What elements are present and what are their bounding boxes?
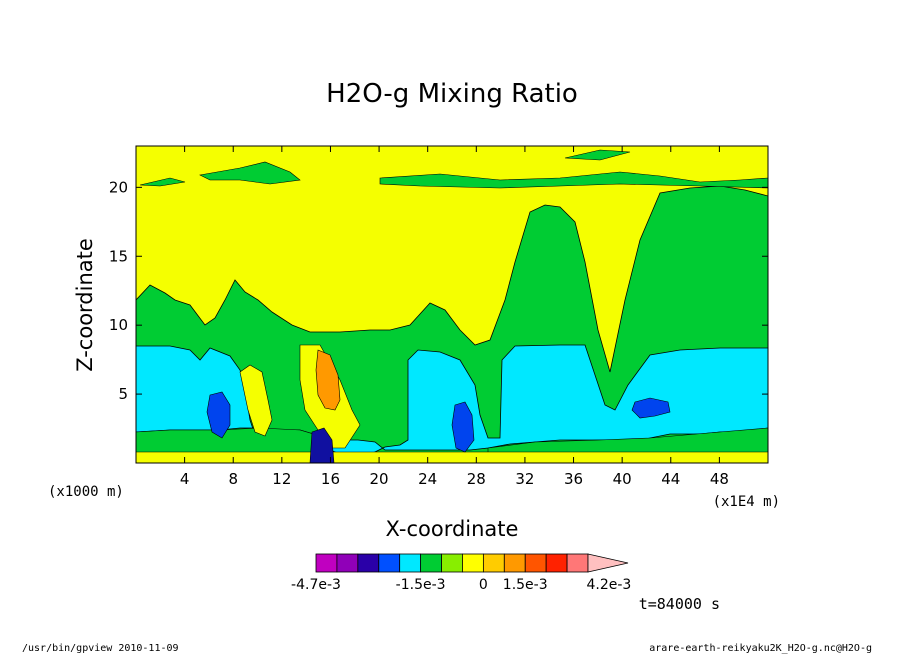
y-tick-label: 15 xyxy=(109,247,128,265)
x-tick-label: 4 xyxy=(180,470,190,488)
x-tick-label: 40 xyxy=(613,470,632,488)
contour-green-streak-1 xyxy=(199,161,301,185)
colorbar-cell xyxy=(462,553,484,573)
contour-fill xyxy=(136,149,768,463)
colorbar-label: 4.2e-3 xyxy=(587,577,632,593)
contour-blue-2 xyxy=(451,401,475,453)
x-tick-label: 44 xyxy=(661,470,680,488)
colorbar-cell xyxy=(482,553,505,573)
time-label: t=84000 s xyxy=(639,595,720,613)
colorbar-cell xyxy=(357,553,380,573)
x-tick-label: 16 xyxy=(321,470,340,488)
colorbar-cell xyxy=(336,553,359,573)
plot-frame xyxy=(135,145,769,464)
x-tick-label: 36 xyxy=(564,470,583,488)
colorbar-cell xyxy=(378,553,401,573)
colorbar-arrow xyxy=(587,553,629,573)
x-tick-label: 48 xyxy=(710,470,729,488)
colorbar-cell xyxy=(503,553,526,573)
contour-green-streak-2 xyxy=(139,177,186,187)
footer-left: /usr/bin/gpview 2010-11-09 xyxy=(22,643,179,654)
colorbar-cell xyxy=(315,553,338,573)
colorbar-cell xyxy=(399,553,422,573)
y-axis-label: Z-coordinate xyxy=(73,238,97,372)
x-tick-label: 20 xyxy=(370,470,389,488)
contour-green-upper xyxy=(136,185,768,463)
x-tick-label: 28 xyxy=(467,470,486,488)
x-axis-label: X-coordinate xyxy=(386,517,519,541)
y-axis: 5 10 15 20 xyxy=(109,178,768,403)
x-tick-label: 12 xyxy=(272,470,291,488)
colorbar-cell xyxy=(420,553,442,573)
contour-blue-3 xyxy=(631,397,671,419)
contour-yellow-gap xyxy=(239,364,273,437)
contour-green-streak-3 xyxy=(379,171,768,189)
chart-title: H2O-g Mixing Ratio xyxy=(326,79,578,109)
contour-navy-blob xyxy=(309,427,335,463)
colorbar-cell xyxy=(566,553,589,573)
colorbar xyxy=(315,553,629,573)
colorbar-cell xyxy=(441,553,463,573)
y-tick-label: 10 xyxy=(109,316,128,334)
x-tick-label: 32 xyxy=(515,470,534,488)
contour-green-streak-4 xyxy=(564,149,631,161)
contour-blue-1 xyxy=(206,391,231,439)
colorbar-label: 0 xyxy=(479,577,488,593)
colorbar-label: -4.7e-3 xyxy=(291,577,341,593)
colorbar-label: -1.5e-3 xyxy=(396,577,446,593)
x-tick-label: 24 xyxy=(418,470,437,488)
plot-area xyxy=(135,145,769,464)
colorbar-labels: -4.7e-3 -1.5e-3 0 1.5e-3 4.2e-3 xyxy=(291,577,631,593)
y-tick-label: 5 xyxy=(118,385,128,403)
y-tick-label: 20 xyxy=(109,178,128,196)
x-axis: 4 8 12 16 20 24 28 32 36 40 44 48 xyxy=(180,146,729,488)
contour-orange-blob xyxy=(315,349,341,411)
colorbar-cell xyxy=(545,553,568,573)
colorbar-cell xyxy=(524,553,547,573)
x-unit-right: (x1E4 m) xyxy=(713,494,780,510)
contour-yellow-surface xyxy=(136,451,768,463)
colorbar-label: 1.5e-3 xyxy=(503,577,548,593)
footer-right: arare-earth-reikyaku2K_H2O-g.nc@H2O-g xyxy=(649,643,872,654)
x-unit-left: (x1000 m) xyxy=(48,484,124,500)
x-tick-label: 8 xyxy=(228,470,238,488)
